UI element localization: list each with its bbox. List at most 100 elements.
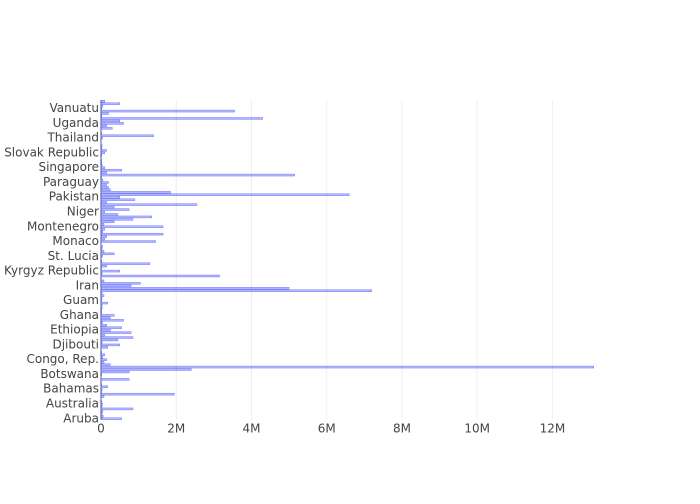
bar xyxy=(101,255,103,257)
bar xyxy=(101,369,191,371)
bar xyxy=(101,233,163,235)
bar xyxy=(101,263,150,265)
bar xyxy=(101,415,103,417)
bar xyxy=(101,366,594,368)
bar xyxy=(101,132,102,134)
bar xyxy=(101,103,120,105)
bar xyxy=(101,179,103,181)
bar xyxy=(101,371,129,373)
bar xyxy=(101,245,103,247)
bar xyxy=(101,265,107,267)
bar xyxy=(101,302,108,304)
bar xyxy=(101,108,102,110)
bar xyxy=(101,282,140,284)
x-tick-label: 2M xyxy=(167,422,185,436)
bar xyxy=(101,122,124,124)
y-tick-label: Paraguay xyxy=(43,175,99,189)
bar xyxy=(101,260,102,262)
y-tick-label: Ghana xyxy=(60,308,99,322)
y-tick-label: Monaco xyxy=(52,234,99,248)
bar xyxy=(101,164,102,166)
bar xyxy=(101,135,154,137)
bar xyxy=(101,300,102,302)
bar xyxy=(101,275,219,277)
bar xyxy=(101,405,102,407)
bar xyxy=(101,250,104,252)
bar xyxy=(101,401,102,403)
bar xyxy=(101,223,104,225)
bar xyxy=(101,152,105,154)
bar xyxy=(101,105,103,107)
bar xyxy=(101,309,102,311)
bar xyxy=(101,125,107,127)
bar xyxy=(101,359,107,361)
bar xyxy=(101,408,133,410)
bar xyxy=(101,351,102,353)
y-tick-label: Thailand xyxy=(46,131,99,145)
bar xyxy=(101,319,124,321)
bar xyxy=(101,213,118,215)
bar xyxy=(101,364,110,366)
bar xyxy=(101,194,349,196)
bar xyxy=(101,393,174,395)
bar xyxy=(101,314,114,316)
bar xyxy=(101,216,152,218)
bar xyxy=(101,174,295,176)
bar xyxy=(101,149,107,151)
bar xyxy=(101,413,102,415)
bar xyxy=(101,312,102,314)
bar xyxy=(101,228,105,230)
bar xyxy=(101,162,102,164)
bar xyxy=(101,396,104,398)
bar xyxy=(101,391,102,393)
y-tick-label: Singapore xyxy=(38,160,99,174)
bar xyxy=(101,172,107,174)
bar xyxy=(101,292,102,294)
bar xyxy=(101,189,110,191)
y-tick-label: Guam xyxy=(63,293,99,307)
bar xyxy=(101,334,105,336)
bar xyxy=(101,167,105,169)
bar xyxy=(101,231,103,233)
bar xyxy=(101,322,103,324)
bar xyxy=(101,181,109,183)
bar xyxy=(101,273,102,275)
bar xyxy=(101,196,120,198)
bar xyxy=(101,332,131,334)
bar xyxy=(101,285,131,287)
x-tick-label: 8M xyxy=(393,422,411,436)
bar xyxy=(101,270,120,272)
bar xyxy=(101,337,133,339)
bar xyxy=(101,378,129,380)
y-tick-label: Montenegro xyxy=(27,219,99,233)
bar xyxy=(101,297,102,299)
y-tick-label: St. Lucia xyxy=(48,249,99,263)
bar xyxy=(101,307,102,309)
y-tick-label: Uganda xyxy=(53,116,99,130)
bar xyxy=(101,373,102,375)
bar xyxy=(101,346,108,348)
bar xyxy=(101,295,104,297)
bar xyxy=(101,356,103,358)
bar xyxy=(101,113,109,115)
x-tick-label: 12M xyxy=(540,422,566,436)
bar xyxy=(101,221,114,223)
y-tick-label: Djibouti xyxy=(52,337,99,351)
bar xyxy=(101,147,102,149)
bar xyxy=(101,361,104,363)
bar xyxy=(101,236,107,238)
x-tick-label: 4M xyxy=(242,422,260,436)
y-tick-label: Ethiopia xyxy=(50,323,99,337)
bar xyxy=(101,238,105,240)
bar xyxy=(101,218,133,220)
y-tick-label: Niger xyxy=(67,205,99,219)
bar xyxy=(101,145,102,147)
bar xyxy=(101,206,114,208)
bar xyxy=(101,290,372,292)
x-tick-label: 10M xyxy=(464,422,490,436)
y-tick-label: Vanuatu xyxy=(49,101,99,115)
bar xyxy=(101,120,120,122)
bar xyxy=(101,184,107,186)
bar xyxy=(101,339,118,341)
bar xyxy=(101,226,163,228)
